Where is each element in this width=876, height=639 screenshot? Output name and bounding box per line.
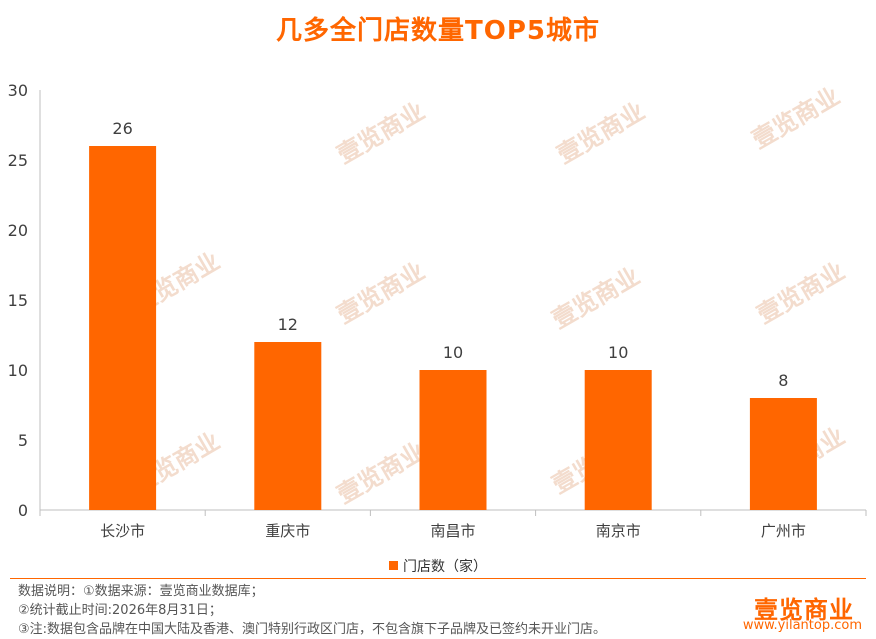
watermark-text: 壹览商业 <box>752 257 849 329</box>
data-label: 8 <box>778 371 788 390</box>
data-label: 10 <box>608 343 628 362</box>
legend: 门店数（家） <box>0 556 876 576</box>
x-tick-label: 长沙市 <box>100 522 145 540</box>
y-tick-label: 5 <box>18 431 28 450</box>
legend-swatch <box>389 561 398 570</box>
note-line-3: ③注:数据包含品牌在中国大陆及香港、澳门特别行政区门店，不包含旗下子品牌及已签约… <box>18 622 607 637</box>
bar <box>419 370 487 510</box>
watermark-text: 壹览商业 <box>552 97 649 169</box>
x-tick-label: 南昌市 <box>430 522 475 540</box>
watermark-text: 壹览商业 <box>547 262 644 334</box>
note-line-1: 数据说明：①数据来源：壹览商业数据库； <box>18 584 264 599</box>
watermark-text: 壹览商业 <box>332 257 429 329</box>
footer-notes: 数据说明：①数据来源：壹览商业数据库； ②统计截止时间:2026年8月31日； … <box>18 582 606 639</box>
bar <box>584 370 652 510</box>
y-axis: 0 5 10 15 20 25 30 <box>8 81 41 520</box>
y-tick-label: 15 <box>8 291 28 310</box>
bars: 26 12 10 10 8 <box>89 119 817 510</box>
y-tick-label: 10 <box>8 361 28 380</box>
note-line-2: ②统计截止时间:2026年8月31日； <box>18 603 222 618</box>
y-tick-label: 25 <box>8 151 28 170</box>
footer-divider <box>10 578 866 579</box>
watermark-text: 壹览商业 <box>332 97 429 169</box>
y-tick-label: 30 <box>8 81 28 100</box>
watermark-text: 壹览商业 <box>332 437 429 509</box>
data-label: 12 <box>278 315 298 334</box>
data-label: 10 <box>443 343 463 362</box>
legend-label: 门店数（家） <box>403 559 487 575</box>
y-tick-label: 20 <box>8 221 28 240</box>
bar-chart: 壹览商业壹览商业壹览商业壹览商业壹览商业壹览商业壹览商业壹览商业壹览商业壹览商业… <box>8 81 867 540</box>
bar <box>254 342 322 510</box>
y-tick-label: 0 <box>18 501 28 520</box>
x-tick-label: 重庆市 <box>265 522 310 540</box>
bar <box>89 146 157 510</box>
x-tick-label: 南京市 <box>596 522 641 540</box>
x-tick-label: 广州市 <box>761 522 806 540</box>
bar <box>749 398 817 510</box>
brand-logo: 壹览商业 <box>754 596 854 624</box>
data-label: 26 <box>112 119 132 138</box>
watermark-text: 壹览商业 <box>747 82 844 154</box>
watermark-layer: 壹览商业壹览商业壹览商业壹览商业壹览商业壹览商业壹览商业壹览商业壹览商业壹览商业… <box>127 82 849 509</box>
chart-title: 几多全门店数量TOP5城市 <box>276 16 600 46</box>
x-axis: 长沙市 重庆市 南昌市 南京市 广州市 <box>39 509 867 540</box>
brand-url: www.yilantop.com <box>742 618 862 633</box>
